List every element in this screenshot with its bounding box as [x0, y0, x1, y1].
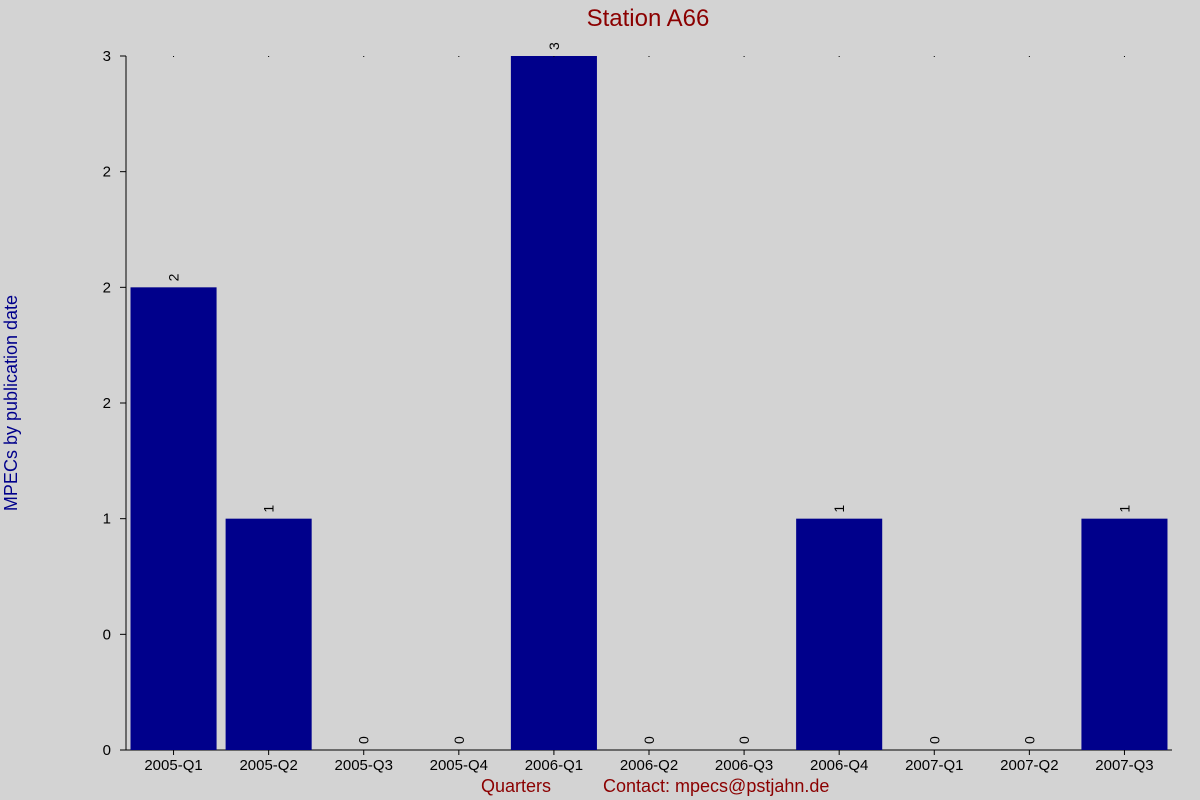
y-axis-label: MPECs by publication date: [1, 295, 21, 511]
data-label: 1: [1116, 505, 1132, 513]
x-tick-label: 2006-Q3: [715, 757, 773, 774]
bar: [130, 287, 217, 750]
bar: [510, 56, 597, 750]
data-label: 0: [451, 736, 467, 744]
top-tick-dot: [268, 56, 270, 57]
x-tick-label: 2005-Q1: [144, 757, 202, 774]
top-tick-dot: [363, 56, 365, 57]
x-tick-label: 2006-Q1: [525, 757, 583, 774]
data-label: 1: [831, 505, 847, 513]
plot-area: 0 0 1 2 2 2 3 2005-Q1 2 2005-Q2 1 2005-Q3 0 2005-Q4 0 2…: [103, 42, 1172, 774]
y-tick-label: 0: [103, 742, 111, 759]
x-tick-label: 2006-Q2: [620, 757, 678, 774]
y-tick-label: 2: [103, 164, 111, 181]
y-tick-label: 1: [103, 511, 111, 528]
contact-text: Contact: mpecs@pstjahn.de: [603, 776, 829, 796]
y-tick-label: 3: [103, 48, 111, 65]
top-tick-dot: [173, 56, 175, 57]
x-tick-label: 2005-Q3: [335, 757, 393, 774]
data-label: 0: [1021, 736, 1037, 744]
top-tick-dot: [838, 56, 840, 57]
y-tick-label: 2: [103, 279, 111, 296]
top-tick-dot: [743, 56, 745, 57]
data-label: 0: [926, 736, 942, 744]
top-tick-dot: [458, 56, 460, 57]
bar: [1081, 518, 1168, 750]
data-label: 2: [166, 273, 182, 281]
top-tick-dot: [1123, 56, 1125, 57]
y-tick-label: 0: [103, 626, 111, 643]
top-tick-dot: [1028, 56, 1030, 57]
x-tick-label: 2007-Q2: [1000, 757, 1058, 774]
top-tick-dot: [553, 56, 555, 57]
top-tick-dot: [648, 56, 650, 57]
data-label: 3: [546, 42, 562, 50]
x-tick-label: 2007-Q1: [905, 757, 963, 774]
x-axis-label: Quarters: [481, 776, 551, 796]
x-tick-label: 2005-Q4: [430, 757, 488, 774]
x-tick-label: 2006-Q4: [810, 757, 868, 774]
data-label: 1: [261, 505, 277, 513]
data-label: 0: [736, 736, 752, 744]
chart-title: Station A66: [587, 5, 710, 32]
y-tick-label: 2: [103, 395, 111, 412]
data-label: 0: [641, 736, 657, 744]
top-tick-dot: [933, 56, 935, 57]
x-tick-label: 2005-Q2: [239, 757, 297, 774]
bar: [225, 518, 312, 750]
x-tick-label: 2007-Q3: [1095, 757, 1153, 774]
bar: [796, 518, 883, 750]
data-label: 0: [356, 736, 372, 744]
